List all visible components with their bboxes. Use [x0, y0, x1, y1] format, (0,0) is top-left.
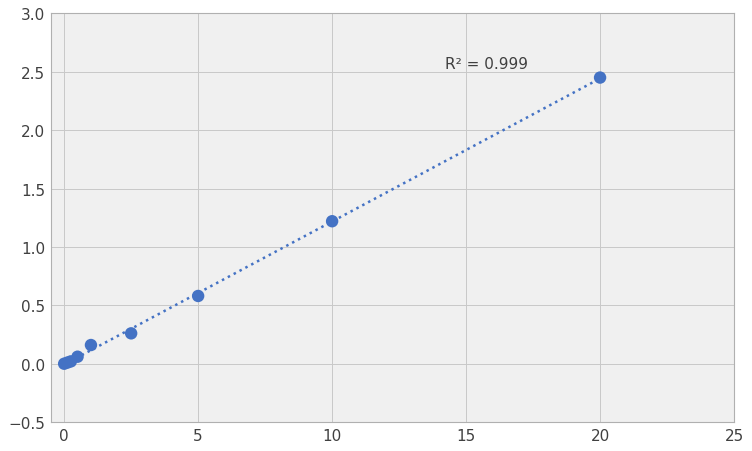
Point: [85, 342, 97, 349]
Point: [65, 358, 77, 365]
Point: [62, 359, 74, 366]
Text: R² = 0.999: R² = 0.999: [444, 57, 528, 72]
Point: [71, 353, 83, 360]
Point: [594, 75, 606, 82]
Point: [58, 360, 70, 368]
Point: [125, 330, 137, 337]
Point: [326, 218, 338, 226]
Point: [192, 293, 204, 300]
